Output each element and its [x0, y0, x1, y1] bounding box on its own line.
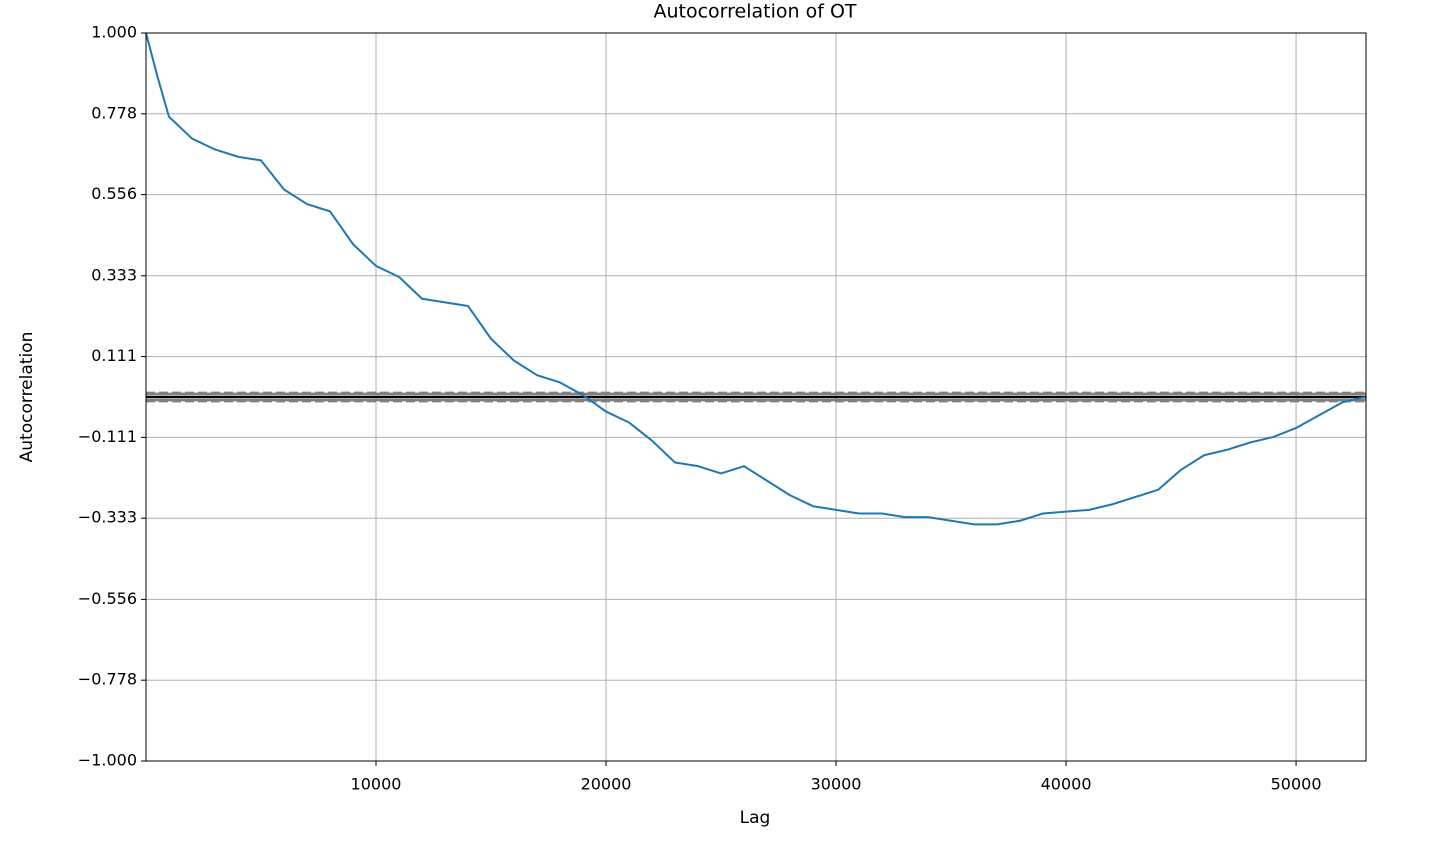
x-tick-label: 40000 — [1041, 775, 1092, 794]
y-tick-label: −0.333 — [78, 508, 137, 527]
x-axis-label: Lag — [740, 808, 771, 828]
x-tick-label: 20000 — [581, 775, 632, 794]
y-tick-label: 0.556 — [91, 184, 137, 203]
y-tick-label: 0.778 — [91, 103, 137, 122]
y-tick-label: 0.333 — [91, 265, 137, 284]
x-tick-label: 10000 — [351, 775, 402, 794]
x-tick-label: 30000 — [811, 775, 862, 794]
y-tick-label: −0.556 — [78, 589, 137, 608]
y-tick-label: −1.000 — [78, 751, 137, 770]
x-tick-label: 50000 — [1271, 775, 1322, 794]
y-tick-label: −0.111 — [78, 427, 137, 446]
y-tick-label: 0.111 — [91, 346, 137, 365]
y-tick-label: 1.000 — [91, 23, 137, 42]
y-axis-label: Autocorrelation — [17, 332, 37, 463]
plot-frame — [145, 32, 1367, 762]
data-line — [145, 32, 1366, 526]
chart-title: Autocorrelation of OT — [653, 1, 856, 23]
y-tick-label: −0.778 — [78, 670, 137, 689]
